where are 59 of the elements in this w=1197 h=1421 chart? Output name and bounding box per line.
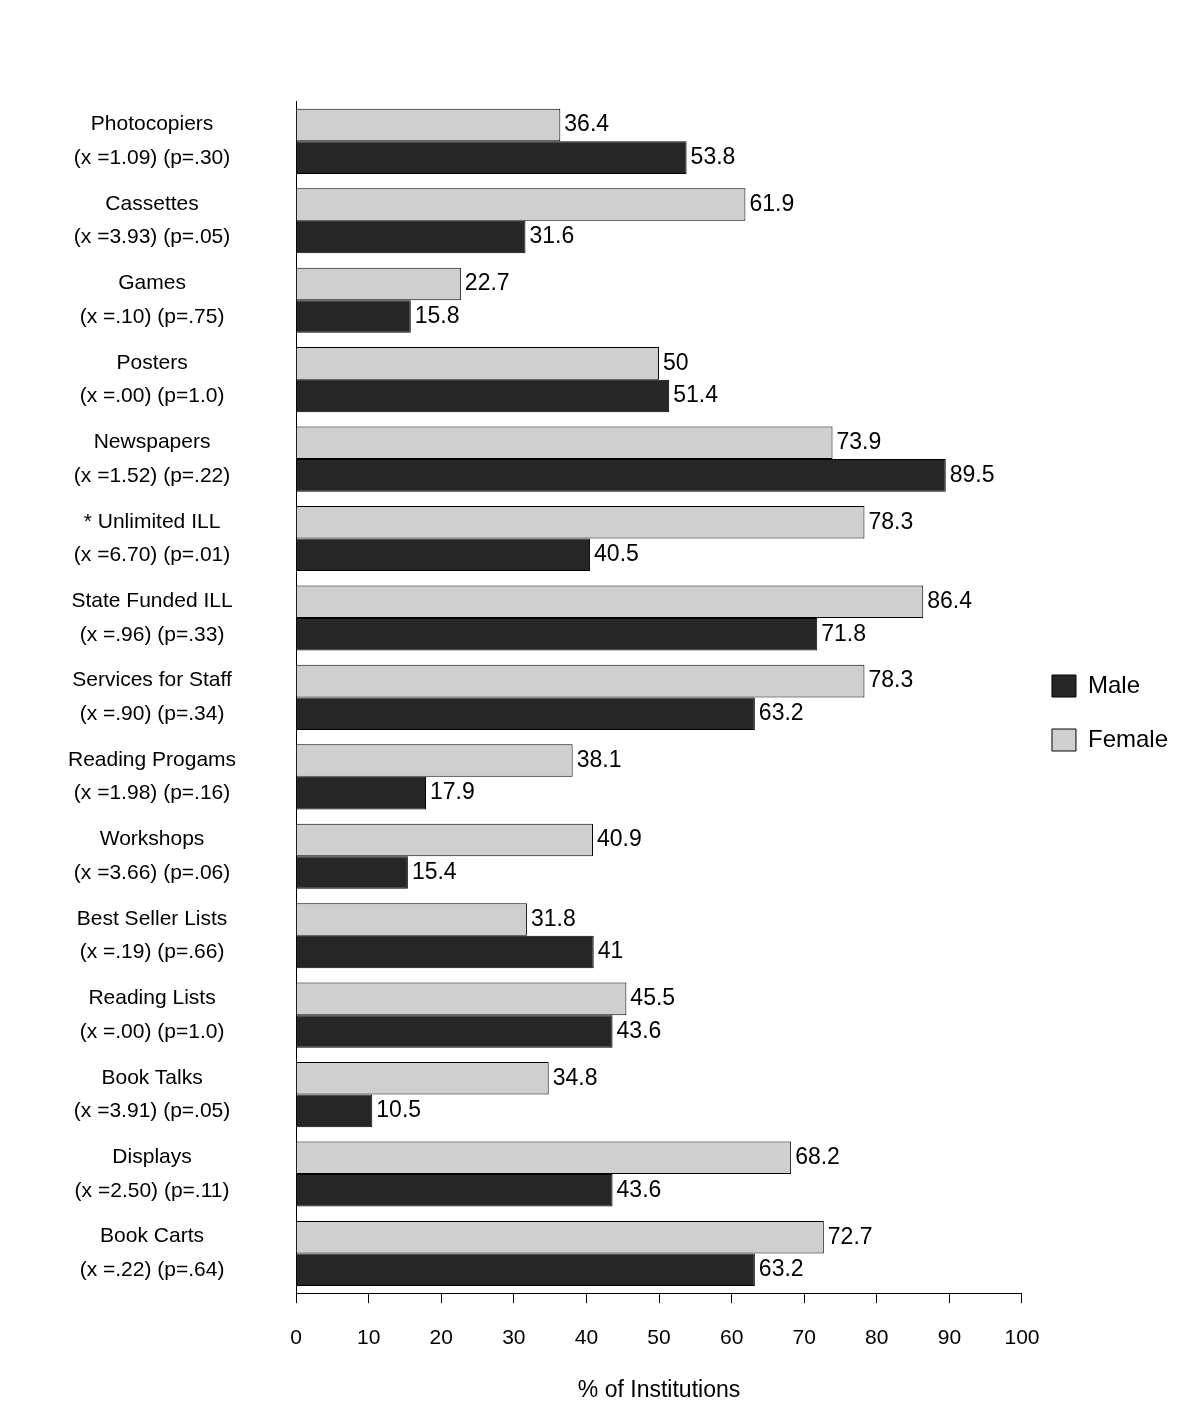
x-tick-label: 10 [357, 1324, 381, 1348]
data-label: 38.1 [576, 745, 622, 772]
data-label: 43.6 [616, 1016, 662, 1043]
y-tick-label: Posters (x =.00) (p=1.0) [79, 349, 225, 407]
x-tick-label: 0 [290, 1324, 302, 1348]
y-tick-label: Reading Progams (x =1.98) (p=.16) [68, 746, 237, 804]
data-label: 51.4 [673, 381, 719, 408]
data-label: 45.5 [630, 984, 676, 1011]
data-label: 41 [597, 937, 624, 964]
data-label: 17.9 [430, 778, 475, 805]
y-tick-label: Displays (x =2.50) (p=.11) [74, 1144, 230, 1201]
y-tick-label: Cassettes (x =3.93) (p=.05) [73, 190, 231, 248]
data-label: 34.8 [552, 1063, 598, 1090]
data-label: 72.7 [827, 1222, 873, 1249]
x-tick-label: 40 [574, 1324, 599, 1348]
data-label: 10.5 [376, 1096, 422, 1123]
y-tick-label: Book Talks (x =3.91) (p=.05) [73, 1064, 231, 1122]
data-label: 43.6 [616, 1175, 662, 1202]
y-tick-label: * Unlimited ILL (x =6.70) (p=.01) [73, 508, 231, 566]
data-label: 31.8 [530, 904, 576, 931]
x-tick-label: 70 [792, 1324, 816, 1348]
y-tick-label: Workshops (x =3.66) (p=.06) [73, 826, 231, 883]
y-tick-label: Reading Lists (x =.00) (p=1.0) [79, 985, 225, 1042]
y-tick-label: Book Carts (x =.22) (p=.64) [79, 1223, 225, 1281]
x-tick-label: 60 [719, 1324, 744, 1348]
data-label: 40.5 [594, 540, 639, 567]
data-label: 15.8 [414, 301, 460, 328]
data-label: 63.2 [758, 699, 804, 726]
y-tick-label: Services for Staff (x =.90) (p=.34) [72, 667, 232, 724]
y-tick-label: State Funded ILL (x =.96) (p=.33) [71, 587, 233, 645]
legend-label: Male [1087, 670, 1140, 698]
data-label: 31.6 [529, 222, 575, 249]
x-axis-title: % of Institutions [577, 1375, 741, 1402]
x-tick-label: 80 [865, 1324, 889, 1348]
y-tick-label: Games (x =.10) (p=.75) [79, 270, 225, 327]
data-label: 36.4 [564, 110, 610, 137]
data-label: 50 [663, 348, 689, 375]
legend-label: Female [1087, 724, 1168, 752]
data-label: 61.9 [749, 189, 795, 216]
y-tick-label: Best Seller Lists (x =.19) (p=.66) [76, 905, 228, 963]
data-label: 78.3 [868, 666, 914, 693]
data-label: 68.2 [795, 1143, 840, 1170]
x-tick-label: 100 [1004, 1324, 1040, 1348]
x-tick-label: 20 [429, 1324, 453, 1348]
data-label: 63.2 [758, 1255, 804, 1282]
data-label: 78.3 [868, 507, 914, 534]
data-label: 73.9 [836, 428, 882, 455]
data-label: 15.4 [411, 857, 457, 884]
data-label: 89.5 [949, 460, 995, 487]
x-tick-label: 90 [937, 1324, 962, 1348]
y-tick-label: Photocopiers (x =1.09) (p=.30) [73, 111, 231, 168]
data-label: 86.4 [927, 587, 973, 614]
y-tick-label: Newspapers (x =1.52) (p=.22) [73, 429, 231, 486]
x-tick-label: 50 [647, 1324, 671, 1348]
data-label: 40.9 [596, 825, 642, 852]
data-label: 22.7 [464, 269, 510, 296]
data-label: 53.8 [690, 142, 736, 169]
data-label: 71.8 [821, 619, 867, 646]
x-tick-label: 30 [502, 1324, 526, 1348]
